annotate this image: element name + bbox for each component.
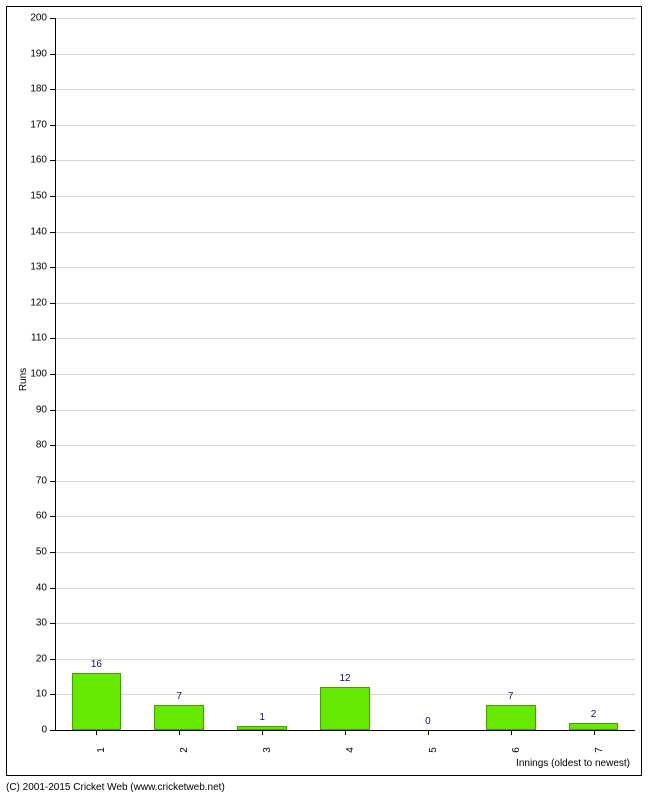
bar bbox=[486, 705, 536, 730]
y-tick-label: 190 bbox=[30, 48, 47, 59]
y-tick-label: 20 bbox=[36, 653, 47, 664]
y-tick-label: 170 bbox=[30, 119, 47, 130]
gridline bbox=[55, 374, 635, 375]
gridline bbox=[55, 303, 635, 304]
x-tick bbox=[511, 730, 512, 735]
x-tick-label: 2 bbox=[179, 747, 190, 753]
gridline bbox=[55, 125, 635, 126]
bar bbox=[569, 723, 619, 730]
y-axis-line bbox=[55, 18, 56, 730]
bar-value-label: 12 bbox=[339, 673, 350, 684]
gridline bbox=[55, 160, 635, 161]
y-tick-label: 40 bbox=[36, 582, 47, 593]
x-tick bbox=[96, 730, 97, 735]
y-tick-label: 50 bbox=[36, 547, 47, 558]
y-tick-label: 100 bbox=[30, 369, 47, 380]
x-tick-label: 7 bbox=[594, 747, 605, 753]
gridline bbox=[55, 659, 635, 660]
y-tick-label: 160 bbox=[30, 155, 47, 166]
y-tick-label: 90 bbox=[36, 404, 47, 415]
x-tick bbox=[179, 730, 180, 735]
gridline bbox=[55, 481, 635, 482]
y-tick-label: 80 bbox=[36, 440, 47, 451]
x-tick bbox=[345, 730, 346, 735]
y-tick-label: 110 bbox=[31, 333, 47, 344]
x-tick bbox=[428, 730, 429, 735]
x-tick bbox=[262, 730, 263, 735]
gridline bbox=[55, 552, 635, 553]
bar-value-label: 7 bbox=[508, 691, 514, 702]
y-tick-label: 200 bbox=[30, 13, 47, 24]
x-tick-label: 3 bbox=[262, 747, 273, 753]
gridline bbox=[55, 445, 635, 446]
chart-container: Runs Innings (oldest to newest) (C) 2001… bbox=[0, 0, 650, 800]
y-tick-label: 60 bbox=[36, 511, 47, 522]
gridline bbox=[55, 54, 635, 55]
y-tick-label: 140 bbox=[30, 226, 47, 237]
gridline bbox=[55, 623, 635, 624]
y-tick-label: 180 bbox=[30, 84, 47, 95]
copyright-text: (C) 2001-2015 Cricket Web (www.cricketwe… bbox=[6, 782, 225, 793]
gridline bbox=[55, 516, 635, 517]
x-axis-title: Innings (oldest to newest) bbox=[516, 758, 630, 769]
x-tick-label: 5 bbox=[428, 747, 439, 753]
bar-value-label: 0 bbox=[425, 716, 431, 727]
x-tick-label: 6 bbox=[511, 747, 522, 753]
gridline bbox=[55, 232, 635, 233]
y-tick-label: 130 bbox=[30, 262, 47, 273]
x-tick-label: 1 bbox=[96, 747, 107, 753]
gridline bbox=[55, 89, 635, 90]
bar bbox=[154, 705, 204, 730]
bar-value-label: 2 bbox=[591, 709, 597, 720]
bar-value-label: 1 bbox=[259, 712, 265, 723]
gridline bbox=[55, 338, 635, 339]
gridline bbox=[55, 267, 635, 268]
y-tick-label: 150 bbox=[30, 191, 47, 202]
x-tick-label: 4 bbox=[345, 747, 356, 753]
y-tick-label: 10 bbox=[36, 689, 47, 700]
y-tick-label: 70 bbox=[36, 475, 47, 486]
gridline bbox=[55, 18, 635, 19]
gridline bbox=[55, 410, 635, 411]
gridline bbox=[55, 196, 635, 197]
y-tick-label: 30 bbox=[36, 618, 47, 629]
bar bbox=[72, 673, 122, 730]
bar bbox=[320, 687, 370, 730]
x-tick bbox=[594, 730, 595, 735]
bar-value-label: 7 bbox=[177, 691, 183, 702]
bar-value-label: 16 bbox=[91, 659, 102, 670]
y-tick-label: 0 bbox=[41, 725, 47, 736]
y-tick-label: 120 bbox=[30, 297, 47, 308]
y-axis-title: Runs bbox=[18, 368, 29, 391]
gridline bbox=[55, 588, 635, 589]
